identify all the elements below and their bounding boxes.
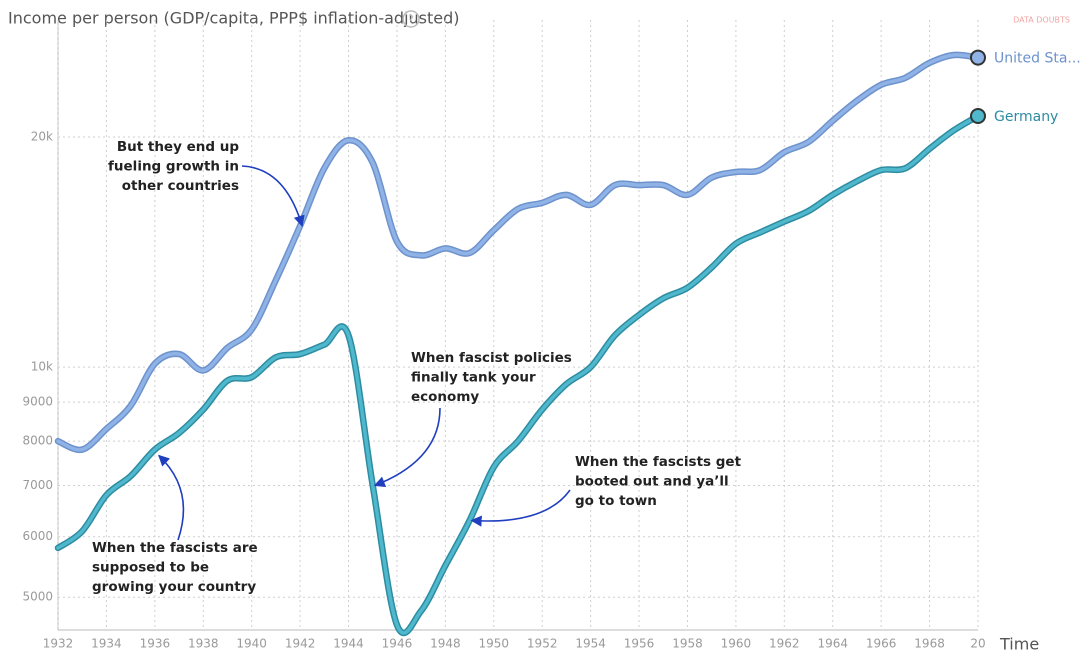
y-tick-label: 5000: [22, 590, 53, 604]
x-tick-label: 1938: [188, 637, 219, 651]
y-tick-label: 20k: [31, 129, 53, 143]
x-tick-label: 1954: [575, 637, 606, 651]
annotation: fueling growth in: [108, 159, 239, 175]
annotation: When the fascists are: [92, 540, 258, 556]
annotation: finally tank your: [411, 370, 536, 386]
annotation: When fascist policies: [411, 350, 572, 366]
x-tick-label: 1964: [817, 637, 848, 651]
annotation: booted out and ya’ll: [575, 474, 729, 490]
annotation: economy: [411, 389, 479, 405]
chart-title: Income per person (GDP/capita, PPP$ infl…: [8, 9, 460, 28]
annotation: supposed to be: [92, 560, 209, 576]
x-tick-label: 1950: [479, 637, 510, 651]
line: [56, 53, 980, 452]
data-doubts[interactable]: DATA DOUBTS: [1013, 16, 1070, 25]
annotation-arrow: [373, 407, 441, 488]
line: [56, 114, 980, 635]
x-tick-label: 1932: [43, 637, 74, 651]
help-icon[interactable]: ?: [408, 13, 414, 26]
x-tick-label: 1946: [382, 637, 413, 651]
x-tick-label: 1960: [721, 637, 752, 651]
y-tick-label: 9000: [22, 395, 53, 409]
y-tick-label: 6000: [22, 529, 53, 543]
x-tick-label: 1934: [91, 637, 122, 651]
x-axis-label: Time: [999, 635, 1039, 651]
legend-label[interactable]: Germany: [994, 109, 1058, 125]
y-tick-label: 7000: [22, 478, 53, 492]
help-icon-circle[interactable]: [402, 10, 420, 28]
annotation: But they end up: [117, 139, 240, 155]
x-tick-label: 20: [970, 637, 985, 651]
annotation: other countries: [122, 178, 239, 194]
annotation: go to town: [575, 493, 657, 509]
annotation-arrow: [470, 489, 571, 527]
annotation-arrow: [158, 454, 185, 541]
annotation: When the fascists get: [575, 454, 742, 470]
annotation-arrow: [241, 165, 305, 227]
end-dot: [970, 108, 986, 125]
x-tick-label: 1948: [430, 637, 461, 651]
x-tick-label: 1940: [236, 637, 267, 651]
x-tick-label: 1956: [624, 637, 655, 651]
x-tick-label: 1962: [769, 637, 800, 651]
x-tick-label: 1966: [866, 637, 897, 651]
x-tick-label: 1958: [672, 637, 703, 651]
x-tick-label: 1942: [285, 637, 316, 651]
x-tick-label: 1944: [333, 637, 364, 651]
annotation: growing your country: [92, 579, 256, 595]
end-dot: [970, 49, 986, 66]
x-tick-label: 1968: [914, 637, 945, 651]
legend-label[interactable]: United Sta...: [994, 51, 1080, 67]
x-tick-label: 1936: [140, 637, 171, 651]
y-tick-label: 8000: [22, 434, 53, 448]
x-tick-label: 1952: [527, 637, 558, 651]
y-tick-label: 10k: [31, 360, 53, 374]
